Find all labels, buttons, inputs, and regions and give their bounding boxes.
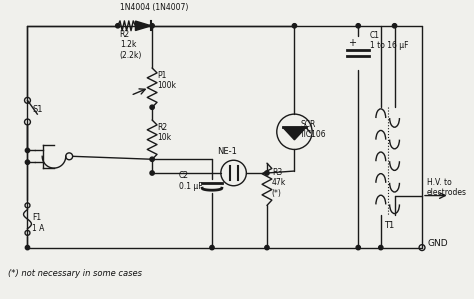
Circle shape: [210, 245, 214, 250]
Circle shape: [25, 148, 30, 152]
Text: R2
1.2k
(2.2k): R2 1.2k (2.2k): [120, 30, 142, 60]
Text: P1
100k: P1 100k: [157, 71, 176, 90]
Circle shape: [265, 245, 269, 250]
Text: F1
1 A: F1 1 A: [32, 213, 45, 233]
Circle shape: [150, 171, 154, 175]
Circle shape: [150, 105, 154, 109]
Polygon shape: [136, 21, 151, 30]
Circle shape: [116, 24, 120, 28]
Text: R2
10k: R2 10k: [157, 123, 171, 142]
Circle shape: [25, 245, 30, 250]
Text: 1N4004 (1N4007): 1N4004 (1N4007): [120, 3, 188, 12]
Text: GND: GND: [428, 239, 448, 248]
Circle shape: [392, 24, 397, 28]
Circle shape: [292, 24, 297, 28]
Circle shape: [265, 171, 269, 175]
Text: NE-1: NE-1: [217, 147, 237, 156]
Polygon shape: [283, 127, 306, 140]
Circle shape: [150, 157, 154, 161]
Text: SCR
TIC106: SCR TIC106: [301, 120, 327, 139]
Text: (*) not necessary in some cases: (*) not necessary in some cases: [8, 269, 142, 278]
Text: C1
1 to 16 μF: C1 1 to 16 μF: [370, 31, 409, 50]
Text: +: +: [348, 38, 356, 48]
Circle shape: [356, 24, 360, 28]
Circle shape: [356, 245, 360, 250]
Text: C2
0.1 μF: C2 0.1 μF: [179, 171, 202, 190]
Circle shape: [25, 160, 30, 164]
Text: S1: S1: [32, 105, 43, 114]
Text: T1: T1: [384, 221, 394, 230]
Text: H.V. to
electrodes: H.V. to electrodes: [427, 178, 467, 197]
Circle shape: [379, 245, 383, 250]
Circle shape: [150, 24, 154, 28]
Text: R3
47k
(*): R3 47k (*): [272, 168, 286, 198]
